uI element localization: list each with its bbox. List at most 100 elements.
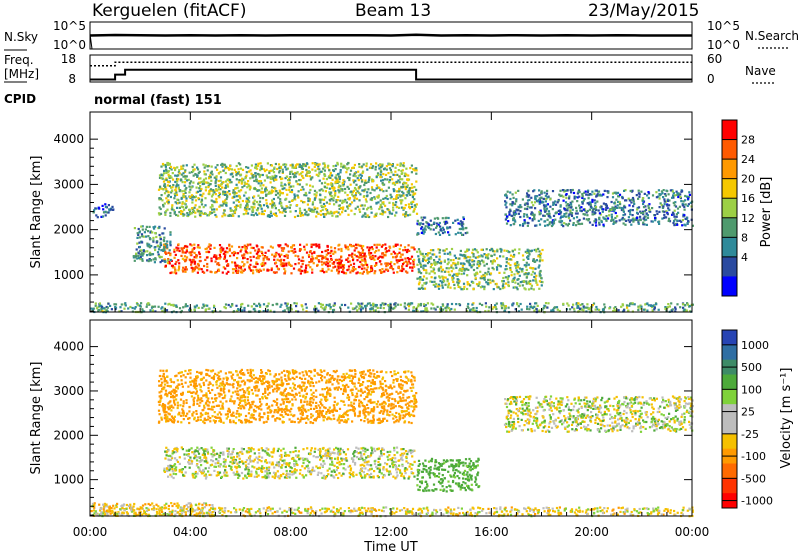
data-cell	[266, 258, 269, 261]
data-cell	[568, 197, 571, 200]
data-cell	[231, 261, 234, 264]
data-cell	[273, 466, 276, 469]
data-cell	[185, 186, 188, 190]
data-cell	[643, 223, 646, 226]
data-cell	[320, 198, 324, 201]
data-cell	[404, 212, 407, 215]
data-cell	[171, 452, 174, 455]
data-cell	[664, 194, 667, 197]
data-cell	[217, 172, 220, 175]
data-cell	[104, 309, 107, 312]
data-cell	[458, 269, 461, 272]
data-cell	[238, 200, 241, 203]
data-cell	[598, 221, 601, 224]
data-cell	[166, 262, 170, 265]
data-cell	[403, 182, 406, 185]
data-cell	[261, 173, 264, 177]
data-cell	[428, 272, 431, 275]
data-cell	[120, 303, 123, 306]
data-cell	[366, 168, 369, 171]
data-cell	[280, 253, 283, 256]
data-cell	[353, 197, 356, 200]
data-cell	[264, 170, 267, 173]
data-cell	[377, 164, 380, 167]
data-cell	[438, 251, 441, 254]
data-cell	[192, 209, 196, 212]
data-cell	[321, 250, 324, 254]
data-cell	[249, 259, 253, 262]
data-cell	[157, 305, 160, 308]
data-cell	[346, 205, 349, 208]
data-cell	[435, 282, 438, 286]
data-cell	[383, 167, 386, 170]
data-cell	[109, 304, 112, 307]
data-cell	[365, 181, 368, 184]
data-cell	[489, 272, 493, 275]
data-cell	[549, 216, 552, 219]
data-cell	[539, 209, 542, 212]
data-cell	[222, 181, 225, 184]
data-cell	[171, 172, 174, 175]
data-cell	[329, 463, 332, 466]
data-cell	[219, 247, 222, 250]
data-cell	[377, 460, 380, 464]
data-cell	[389, 176, 392, 179]
data-cell	[423, 287, 427, 290]
data-cell	[646, 216, 650, 219]
data-cell	[284, 465, 287, 469]
data-cell	[509, 267, 512, 270]
data-cell	[267, 476, 270, 479]
data-cell	[164, 245, 167, 248]
data-cell	[313, 197, 317, 200]
data-cell	[527, 189, 530, 192]
data-cell	[146, 254, 149, 257]
data-cell	[520, 308, 523, 311]
data-cell	[212, 255, 216, 258]
data-cell	[483, 274, 486, 277]
data-cell	[280, 204, 283, 207]
data-cell	[631, 209, 634, 212]
data-cell	[284, 207, 287, 210]
data-cell	[389, 197, 392, 200]
data-cell	[323, 166, 326, 169]
data-cell	[316, 473, 319, 476]
data-cell	[505, 222, 509, 225]
data-cell	[166, 184, 169, 187]
data-cell	[328, 264, 331, 267]
data-cell	[279, 165, 283, 168]
data-cell	[334, 192, 337, 195]
data-cell	[454, 233, 457, 236]
data-cell	[400, 202, 403, 205]
data-cell	[325, 270, 328, 273]
data-cell	[198, 251, 201, 254]
data-cell	[536, 195, 539, 198]
data-cell	[516, 264, 519, 268]
data-cell	[147, 235, 150, 238]
data-cell	[257, 254, 260, 257]
data-cell	[302, 164, 305, 167]
data-cell	[394, 460, 397, 463]
data-cell	[203, 454, 206, 457]
data-cell	[533, 189, 536, 192]
data-cell	[532, 279, 535, 282]
data-cell	[600, 205, 603, 208]
data-cell	[594, 206, 598, 209]
data-cell	[271, 455, 274, 458]
data-cell	[219, 451, 222, 454]
data-cell	[194, 211, 197, 214]
data-cell	[325, 303, 328, 307]
data-cell	[191, 460, 194, 463]
data-cell	[242, 213, 245, 216]
data-cell	[178, 172, 181, 175]
data-cell	[304, 269, 307, 272]
data-cell	[423, 230, 426, 234]
data-cell	[353, 163, 356, 167]
data-cell	[348, 260, 351, 263]
data-cell	[209, 188, 213, 191]
data-cell	[409, 213, 412, 216]
data-cell	[478, 255, 482, 258]
data-cell	[644, 208, 648, 211]
data-cell	[141, 309, 144, 312]
data-cell	[639, 218, 642, 222]
data-cell	[137, 227, 140, 231]
